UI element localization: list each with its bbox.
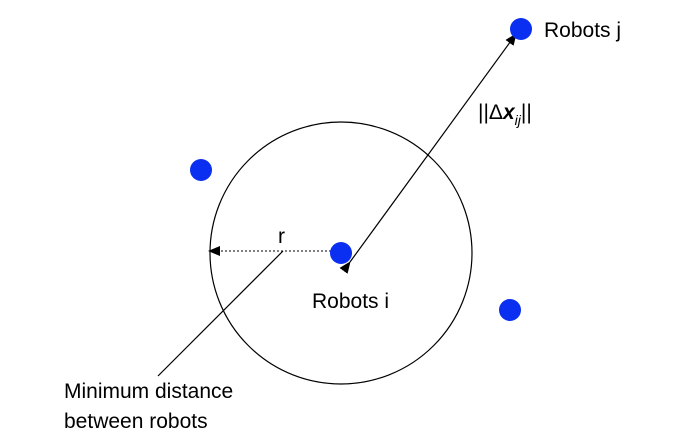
robot-j [510,18,532,40]
distance-bars-left: || [478,101,489,124]
radius-label: r [278,225,285,248]
robot-lower-right [499,299,521,321]
min-distance-caption-line2: between robots [64,410,208,433]
distance-arrow [339,33,517,274]
distance-subscript: ij [515,112,522,128]
robot-i [330,242,352,264]
distance-delta: Δ [489,101,503,124]
leader-line [157,250,284,377]
robot-left [190,159,212,181]
distance-x: x [502,101,516,124]
distance-label: ||Δxij|| [478,101,532,128]
robot-i-label: Robots i [312,290,389,313]
min-distance-caption-line1: Minimum distance [64,380,233,403]
distance-bars-right: || [521,101,532,124]
robot-j-label: Robots j [544,19,621,42]
